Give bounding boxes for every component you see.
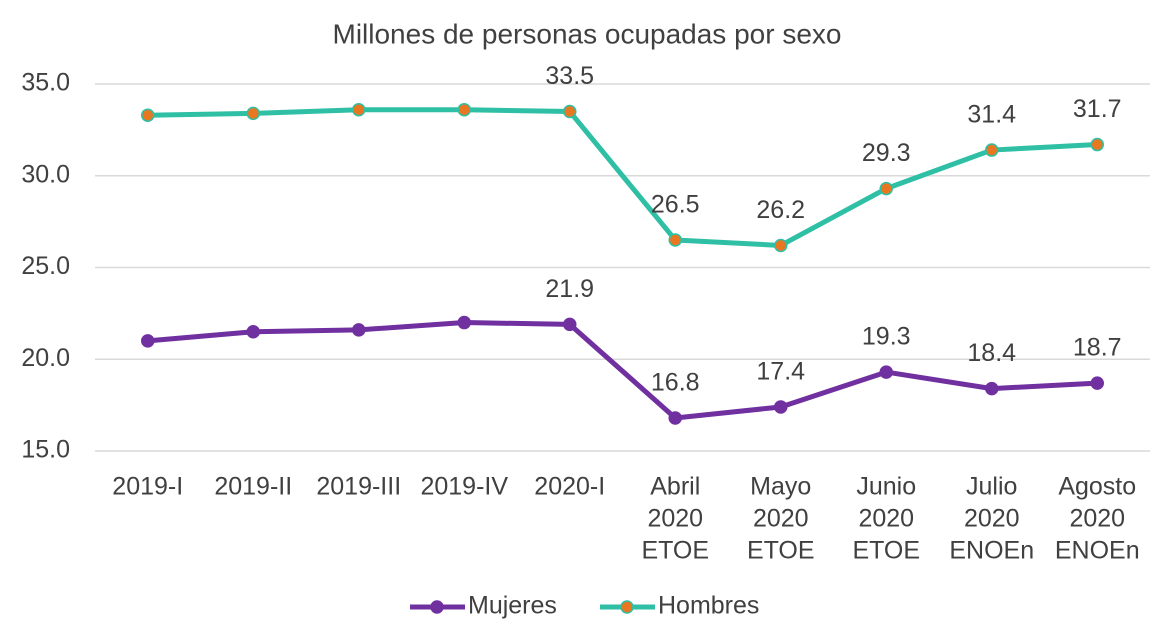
data-point [563, 104, 577, 119]
data-point [246, 106, 260, 121]
x-tick-label: 2019-II [214, 473, 292, 501]
data-label: 26.5 [651, 191, 700, 219]
legend-label: Mujeres [468, 592, 557, 620]
x-tick-label: ETOE [641, 537, 709, 565]
data-point [668, 233, 682, 247]
data-point [352, 102, 366, 117]
data-point [879, 181, 893, 196]
x-tick-label: 2019-IV [420, 473, 508, 501]
data-point [985, 143, 999, 157]
legend-marker [430, 600, 444, 614]
x-tick-label: 2020 [1069, 505, 1125, 533]
y-tick-label: 15.0 [21, 436, 70, 464]
data-point [457, 315, 471, 330]
y-tick-label: 35.0 [21, 69, 70, 97]
data-point [774, 400, 788, 414]
data-point [1090, 137, 1104, 152]
data-point [1090, 376, 1104, 390]
x-tick-label: 2020-I [534, 473, 605, 501]
data-label: 19.3 [862, 323, 911, 351]
data-label: 33.5 [545, 62, 594, 90]
chart-title: Millones de personas ocupadas por sexo [333, 18, 842, 49]
x-tick-label: 2019-I [112, 473, 183, 501]
x-tick-label: 2020 [964, 505, 1020, 533]
data-label: 26.2 [756, 196, 805, 224]
data-point [985, 381, 999, 396]
x-tick-label: Mayo [750, 473, 811, 501]
x-tick-label: ENOEn [949, 537, 1034, 565]
data-point [352, 323, 366, 337]
data-point [141, 334, 155, 348]
data-point [141, 108, 155, 122]
y-tick-label: 20.0 [21, 344, 70, 372]
x-tick-label: 2019-III [316, 473, 401, 501]
x-tick-label: Julio [966, 473, 1017, 501]
data-label: 16.8 [651, 369, 700, 397]
x-tick-label: Agosto [1058, 473, 1136, 501]
series-line [147, 320, 1098, 421]
y-tick-label: 30.0 [21, 160, 70, 188]
x-tick-label: ETOE [852, 537, 920, 565]
data-label: 29.3 [862, 139, 911, 167]
x-tick-label: ETOE [747, 537, 815, 565]
data-label: 17.4 [756, 358, 805, 386]
series-line [147, 107, 1098, 248]
data-point [457, 102, 471, 117]
data-point [563, 317, 577, 332]
x-tick-label: 2020 [647, 505, 703, 533]
x-tick-label: Junio [856, 473, 916, 501]
y-tick-label: 25.0 [21, 252, 70, 280]
data-point [668, 411, 682, 425]
x-tick-label: 2020 [858, 505, 914, 533]
data-point [879, 365, 893, 379]
data-label: 18.4 [967, 339, 1016, 367]
x-tick-label: ENOEn [1055, 537, 1140, 565]
x-tick-label: 2020 [753, 505, 809, 533]
data-point [774, 238, 788, 253]
x-tick-label: Abril [650, 473, 700, 501]
data-label: 21.9 [545, 275, 594, 303]
legend-marker [620, 600, 634, 614]
data-label: 18.7 [1073, 334, 1122, 362]
data-label: 31.4 [967, 101, 1016, 129]
legend-label: Hombres [658, 592, 759, 620]
data-point [246, 324, 260, 339]
data-label: 31.7 [1073, 95, 1122, 123]
